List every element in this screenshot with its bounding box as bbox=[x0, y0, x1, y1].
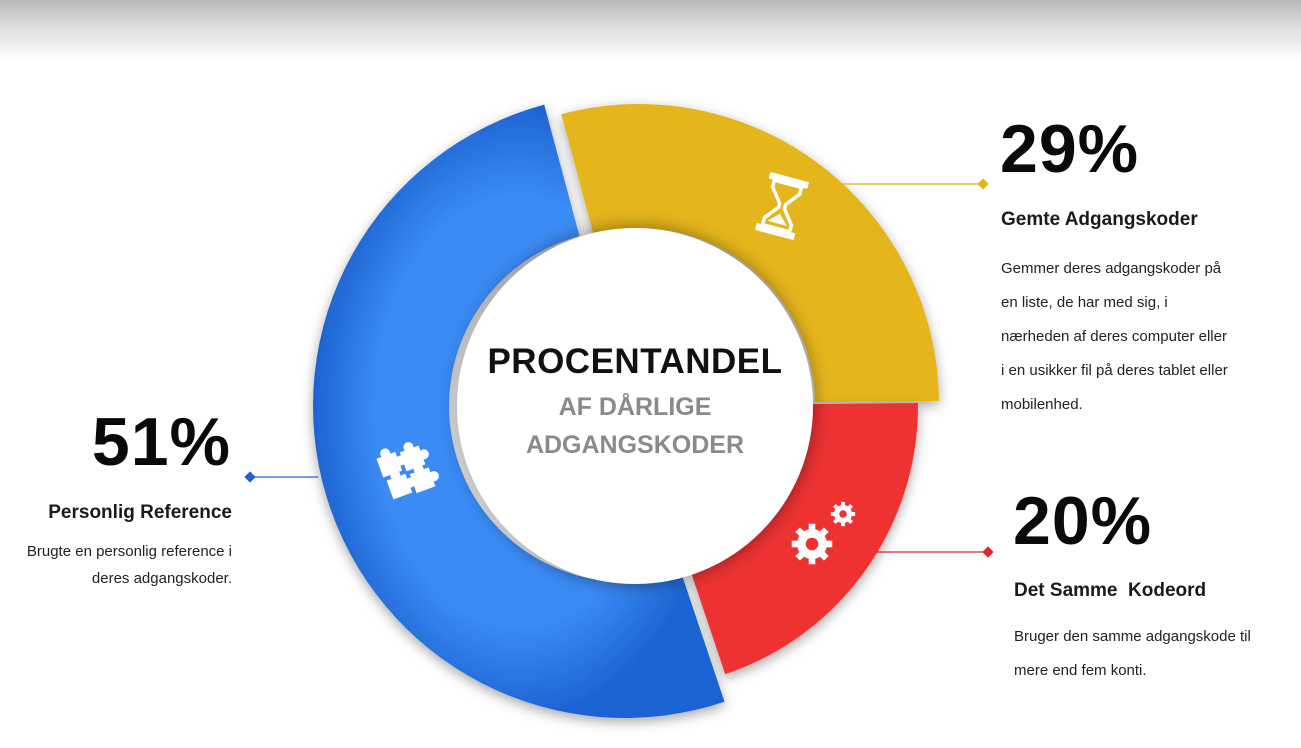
top-gradient-band bbox=[0, 0, 1301, 62]
value-label-gemte-adgangskoder: 29% bbox=[1000, 111, 1140, 187]
description-personlig-reference: Brugte en personlig reference i deres ad… bbox=[27, 538, 232, 592]
connector-diamond-personlig-reference bbox=[244, 471, 256, 483]
value-label-det-samme-kodeord: 20% bbox=[1013, 483, 1153, 559]
chart-title: PROCENTANDEL bbox=[487, 342, 783, 381]
chart-subtitle-line-2: ADGANGSKODER bbox=[525, 431, 745, 459]
description-line: Bruger den samme adgangskode til bbox=[1014, 628, 1251, 645]
heading-det-samme-kodeord: Det Samme Kodeord bbox=[1014, 580, 1207, 601]
description-line: Brugte en personlig reference i bbox=[26, 543, 232, 560]
slice-personlig-reference bbox=[312, 104, 725, 719]
description-line: mere end fem konti. bbox=[1014, 662, 1147, 679]
chart-subtitle-line-1: AF DÅRLIGE bbox=[558, 393, 712, 421]
connector-diamond-det-samme-kodeord bbox=[982, 546, 994, 558]
description-line: deres adgangskoder. bbox=[91, 570, 232, 587]
description-gemte-adgangskoder: Gemmer deres adgangskoder på en liste, d… bbox=[1001, 252, 1228, 422]
donut-center-circle bbox=[457, 228, 813, 584]
hourglass-icon bbox=[755, 172, 809, 240]
description-det-samme-kodeord: Bruger den samme adgangskode til mere en… bbox=[1014, 620, 1251, 688]
chart-subtitle: AF DÅRLIGE ADGANGSKODER bbox=[480, 388, 790, 464]
description-line: nærheden af deres computer eller bbox=[1001, 328, 1227, 345]
heading-personlig-reference: Personlig Reference bbox=[48, 502, 232, 523]
value-label-personlig-reference: 51% bbox=[91, 404, 231, 480]
connector-diamond-gemte-adgangskoder bbox=[977, 178, 989, 190]
puzzle-icon bbox=[376, 442, 439, 500]
gears-icon bbox=[791, 501, 856, 565]
heading-gemte-adgangskoder: Gemte Adgangskoder bbox=[1001, 209, 1198, 230]
description-line: en liste, de har med sig, i bbox=[1001, 294, 1168, 311]
slice-gemte-adgangskoder bbox=[561, 104, 939, 403]
description-line: Gemmer deres adgangskoder på bbox=[1001, 260, 1222, 277]
description-line: i en usikker fil på deres tablet eller bbox=[1001, 362, 1228, 379]
description-line: mobilenhed. bbox=[1001, 396, 1083, 413]
